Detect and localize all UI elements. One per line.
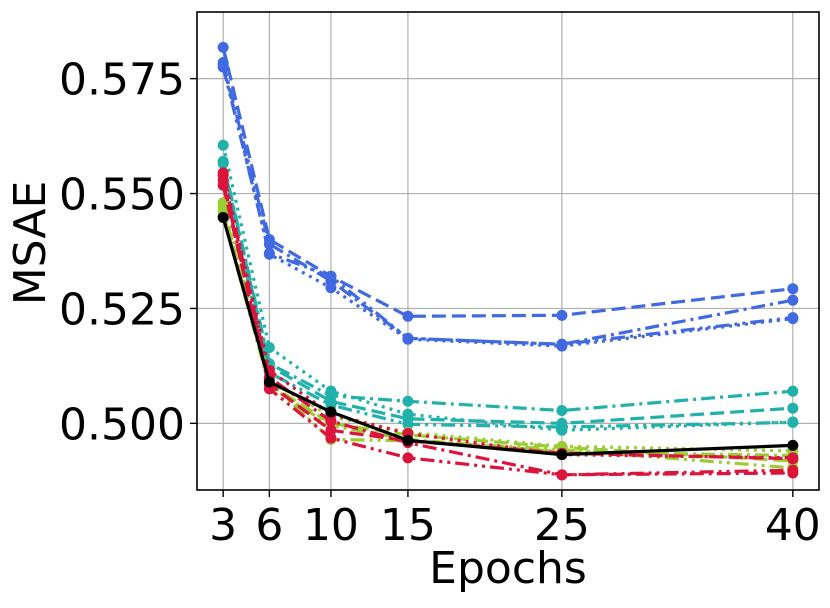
grid — [197, 12, 819, 490]
data-point — [787, 439, 799, 451]
y-tick-label: 0.575 — [59, 55, 185, 106]
data-point — [787, 385, 799, 397]
data-point — [556, 449, 568, 461]
x-tick-label: 10 — [303, 500, 359, 551]
x-axis-label: Epochs — [429, 543, 587, 594]
data-point — [325, 424, 337, 436]
data-point — [263, 376, 275, 388]
data-point — [402, 452, 414, 464]
x-axis: 3 6 10 15 25 40 — [209, 490, 821, 551]
x-tick-label: 3 — [209, 500, 237, 551]
data-point — [787, 283, 799, 295]
data-point — [556, 421, 568, 433]
data-point — [787, 402, 799, 414]
data-point — [787, 416, 799, 428]
data-point — [217, 139, 229, 151]
data-point — [556, 469, 568, 481]
series-line-6 — [221, 161, 793, 413]
data-point — [325, 432, 337, 444]
y-axis-label: MSAE — [5, 181, 56, 306]
data-point — [402, 434, 414, 446]
data-point — [787, 464, 799, 476]
data-point — [402, 418, 414, 430]
data-point — [325, 270, 337, 282]
data-point — [787, 453, 799, 465]
data-point — [217, 158, 229, 170]
data-point — [402, 332, 414, 344]
data-point — [217, 174, 229, 186]
data-point — [787, 312, 799, 324]
data-point — [556, 338, 568, 350]
data-point — [402, 310, 414, 322]
y-axis: 0.500 0.525 0.550 0.575 — [59, 55, 197, 450]
data-point — [325, 415, 337, 427]
series-line-17 — [221, 216, 793, 457]
x-tick-label: 25 — [534, 500, 590, 551]
data-point — [217, 41, 229, 53]
x-tick-label: 6 — [255, 500, 283, 551]
series-line-7 — [221, 163, 793, 425]
data-point — [263, 247, 275, 259]
x-tick-label: 15 — [380, 500, 436, 551]
data-point — [325, 406, 337, 418]
plot-frame — [196, 11, 820, 491]
series-line-4 — [221, 66, 793, 346]
y-tick-label: 0.525 — [59, 284, 185, 335]
data-point — [402, 395, 414, 407]
data-point — [217, 211, 229, 223]
data-point — [556, 404, 568, 416]
series-line-2 — [221, 62, 794, 346]
y-tick-label: 0.550 — [59, 170, 185, 221]
data-point — [787, 294, 799, 306]
x-tick-label: 40 — [765, 500, 821, 551]
data-point — [325, 282, 337, 294]
series-line-3 — [221, 64, 793, 348]
data-point — [217, 61, 229, 73]
series-group — [217, 41, 799, 481]
data-point — [556, 309, 568, 321]
series-line-15 — [221, 174, 793, 477]
y-tick-label: 0.500 — [59, 399, 185, 450]
series-line-1 — [221, 47, 793, 318]
series-line-12 — [221, 211, 793, 470]
